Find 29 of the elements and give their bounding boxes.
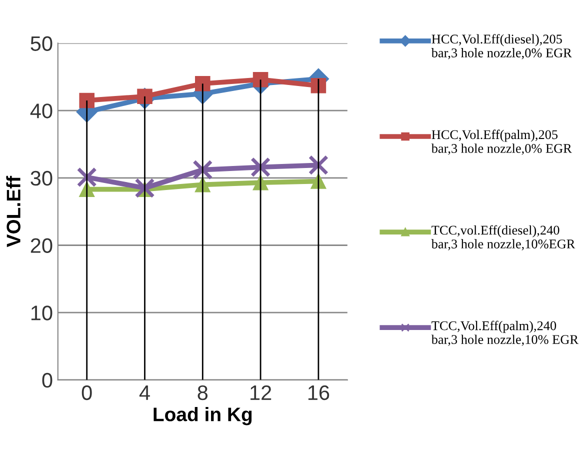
x-tick-label: 0: [82, 385, 92, 400]
point: [76, 167, 97, 188]
y-axis-title: VOL.Eff: [6, 176, 20, 248]
point: [252, 72, 268, 88]
point: [195, 76, 210, 92]
point: [134, 178, 155, 198]
point: [310, 174, 326, 189]
legend-label: HCC,Vol.Eff(palm),205 bar,3 hole nozzle,0% EGR: [431, 130, 572, 155]
y-tick-label: 10: [31, 306, 52, 320]
point: [310, 78, 326, 94]
x-tick-label: 4: [139, 386, 150, 400]
point: [252, 174, 268, 190]
point: [79, 92, 94, 108]
point: [192, 160, 213, 180]
y-tick-label: 40: [30, 104, 52, 118]
y-tick-label: 0: [42, 372, 52, 388]
point: [137, 88, 152, 104]
x-axis-title: Load in Kg: [154, 406, 252, 426]
x-tick-label: 8: [198, 385, 208, 400]
legend-label: TCC,Vol.Eff(palm),240 bar,3 hole nozzle,10% EGR: [431, 320, 578, 346]
y-tick-label: 20: [30, 238, 52, 253]
x-tick-label: 16: [308, 385, 330, 400]
y-tick-label: 50: [30, 36, 52, 51]
legend-label: HCC,Vol.Eff(diesel),205 bar,3 hole nozzle,0% EGR: [431, 34, 572, 60]
legend-label: TCC,vol.Eff(diesel),240 bar,3 hole nozzle,10%EGR: [431, 225, 576, 250]
x-tick-label: 12: [250, 385, 272, 400]
point: [308, 155, 329, 176]
point: [250, 157, 271, 178]
y-tick-label: 30: [30, 170, 52, 186]
